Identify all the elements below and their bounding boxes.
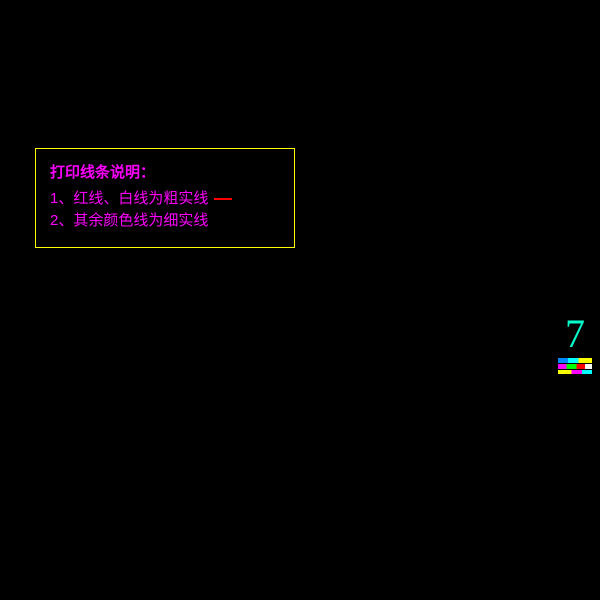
legend-line-2: 2、其余颜色线为细实线 [50, 210, 280, 232]
legend-line-2-text: 2、其余颜色线为细实线 [50, 210, 208, 232]
legend-box: 打印线条说明： 1、红线、白线为粗实线 2、其余颜色线为细实线 [35, 148, 295, 248]
thick-line-sample [214, 198, 232, 200]
legend-title: 打印线条说明： [50, 161, 280, 182]
color-swatch-icon [558, 358, 592, 376]
page-number: 7 [565, 310, 585, 357]
swatch-row-1 [558, 358, 592, 363]
legend-line-1-text: 1、红线、白线为粗实线 [50, 188, 208, 210]
swatch-row-3 [558, 370, 592, 374]
swatch-row-2 [558, 364, 592, 369]
legend-line-1: 1、红线、白线为粗实线 [50, 188, 280, 210]
